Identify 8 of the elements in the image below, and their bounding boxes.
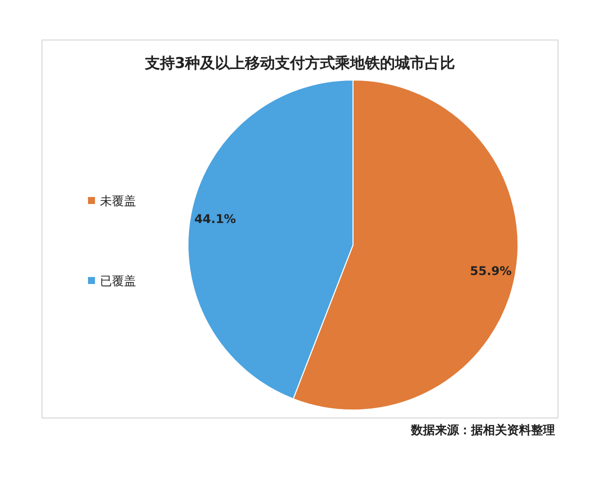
- pie-slice: [292, 80, 518, 410]
- pie-slice: [188, 80, 354, 400]
- chart-title: 支持3种及以上移动支付方式乘地铁的城市占比: [144, 54, 456, 72]
- legend-label: 未覆盖: [100, 194, 136, 208]
- source-note: 数据来源：据相关资料整理: [410, 423, 555, 437]
- legend-label: 已覆盖: [100, 274, 136, 288]
- data-label: 55.9%: [470, 264, 512, 278]
- data-label: 44.1%: [194, 212, 236, 226]
